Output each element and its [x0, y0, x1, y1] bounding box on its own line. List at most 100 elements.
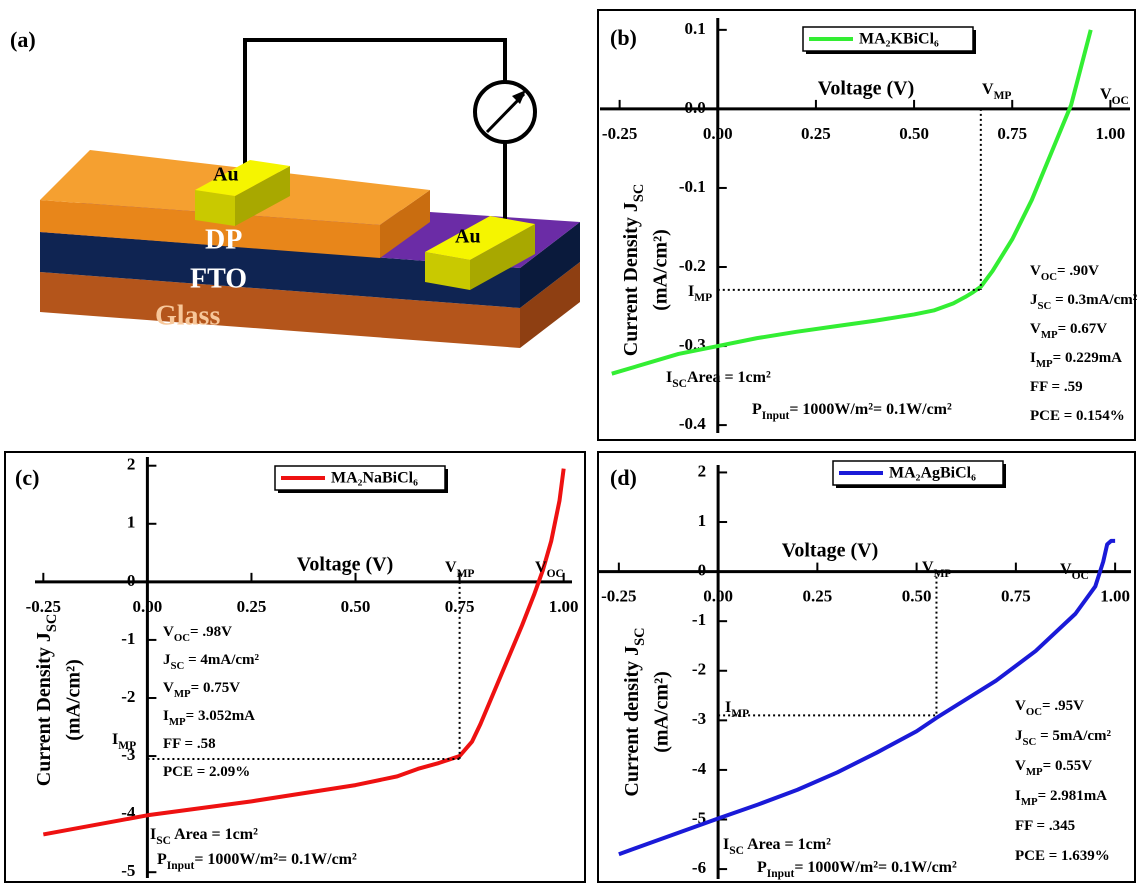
parameter: PCE = 1.639%: [1015, 848, 1110, 864]
text-part: SC: [631, 184, 647, 202]
y-axis-label: Current Density JSC: [33, 614, 61, 786]
y-tick-label: -1: [692, 610, 706, 629]
text-part: P: [757, 859, 767, 876]
annotation: VOC: [1060, 561, 1089, 582]
annotation: IMP: [725, 699, 749, 720]
parameter: VOC= .95V: [1015, 698, 1084, 718]
text-part: MP: [1036, 358, 1053, 370]
y-tick-label: -2: [121, 687, 135, 706]
text-part: SC: [1023, 736, 1037, 748]
text-part: V: [1100, 86, 1112, 103]
electrode-label: Au: [213, 164, 239, 186]
text-part: = 0.229mA: [1053, 350, 1123, 366]
data-line: [43, 469, 563, 835]
annotation: ISC Area = 1cm²: [150, 826, 258, 847]
text-part: = 1000W/m²= 0.1W/cm²: [794, 859, 957, 876]
electrode-front: [195, 190, 235, 226]
parameter: JSC = 4mA/cm²: [163, 652, 260, 672]
parameter: VMP= 0.55V: [1015, 758, 1092, 778]
data-line: [619, 541, 1115, 854]
text-part: V: [535, 559, 547, 576]
text-part: SC: [729, 845, 744, 857]
annotation: VMP: [445, 559, 474, 580]
annotation: PInput= 1000W/m²= 0.1W/cm²: [157, 851, 357, 872]
text-part: SC: [44, 614, 60, 632]
electrode-label: Au: [455, 226, 481, 248]
y-tick-label: 2: [127, 455, 136, 474]
text-part: OC: [1026, 706, 1042, 718]
text-part: = .95V: [1042, 698, 1084, 714]
x-tick-label: 1.00: [1100, 587, 1130, 606]
y-tick-label: -6: [692, 858, 706, 877]
text-part: MP: [1021, 796, 1038, 808]
annotation: IMP: [112, 731, 136, 752]
x-tick-label: 0.25: [801, 124, 831, 143]
text-part: V: [445, 559, 457, 576]
x-axis-label: Voltage (V): [818, 78, 914, 100]
text-part: = 5mA/cm²: [1036, 728, 1111, 744]
y-tick-label: 1: [698, 511, 707, 530]
text-part: SC: [632, 627, 648, 645]
panel-label: (c): [15, 465, 39, 490]
text-part: = 0.75V: [191, 680, 241, 696]
text-part: P: [752, 401, 762, 418]
annotation: IMP: [688, 283, 712, 304]
text-part: V: [1030, 321, 1041, 337]
x-tick-label: 0.50: [899, 124, 929, 143]
text-part: V: [1030, 263, 1041, 279]
y-tick-label: -4: [692, 759, 707, 778]
parameter: FF = .58: [163, 736, 216, 752]
parameter: PCE = 2.09%: [163, 764, 250, 780]
x-tick-label: 0.75: [997, 124, 1027, 143]
text-part: = 2.981mA: [1038, 788, 1108, 804]
text-part: PCE = 0.154%: [1030, 408, 1125, 424]
text-part: = 3.052mA: [186, 708, 256, 724]
text-part: P: [157, 851, 167, 868]
x-axis-label: Voltage (V): [297, 554, 393, 576]
x-tick-label: 1.00: [549, 597, 579, 616]
text-part: Current density J: [621, 646, 643, 797]
parameter: VMP= 0.67V: [1030, 321, 1107, 341]
panel-label: (b): [610, 25, 637, 50]
text-part: FF = .59: [1030, 379, 1083, 395]
annotation: ISC Area = 1cm²: [723, 836, 831, 857]
text-part: V: [1015, 758, 1026, 774]
y-axis-units: (mA/cm²): [650, 229, 672, 311]
text-part: V: [1015, 698, 1026, 714]
x-tick-label: 0.00: [133, 597, 163, 616]
text-part: = 0.55V: [1043, 758, 1093, 774]
panel-label: (a): [10, 27, 36, 52]
y-tick-label: -0.4: [679, 414, 706, 433]
text-part: Area = 1cm²: [744, 836, 831, 853]
text-part: MP: [169, 716, 186, 728]
layer-label: DP: [205, 224, 242, 255]
text-part: FF = .58: [163, 736, 216, 752]
text-part: MP: [1041, 329, 1058, 341]
y-tick-label: 0: [127, 571, 136, 590]
text-part: SC: [1038, 300, 1052, 312]
y-tick-label: 0: [698, 561, 707, 580]
text-part: OC: [1112, 95, 1129, 107]
text-part: SC: [672, 378, 687, 390]
x-tick-label: 0.00: [703, 124, 733, 143]
annotation: VOC: [1100, 86, 1129, 107]
y-tick-label: -0.1: [679, 177, 706, 196]
text-part: OC: [547, 568, 564, 580]
text-part: MP: [934, 568, 952, 580]
text-part: Input: [762, 410, 790, 422]
parameter: JSC = 5mA/cm²: [1015, 728, 1112, 748]
y-tick-label: -0.2: [679, 256, 706, 275]
text-part: = 4mA/cm²: [184, 652, 259, 668]
y-tick-label: -1: [121, 629, 135, 648]
text-part: SC: [156, 835, 171, 847]
x-axis-label: Voltage (V): [782, 540, 878, 562]
text-part: Input: [767, 868, 795, 880]
device-diagram: (a) Au Au DP FTO Glass: [10, 27, 580, 348]
parameter: VOC= .98V: [163, 624, 232, 644]
text-part: = 1000W/m²= 0.1W/cm²: [789, 401, 952, 418]
text-part: = 1000W/m²= 0.1W/cm²: [194, 851, 357, 868]
x-tick-label: 1.00: [1095, 124, 1125, 143]
annotation: PInput= 1000W/m²= 0.1W/cm²: [752, 401, 952, 422]
text-part: = .98V: [190, 624, 232, 640]
parameter: VOC= .90V: [1030, 263, 1099, 283]
